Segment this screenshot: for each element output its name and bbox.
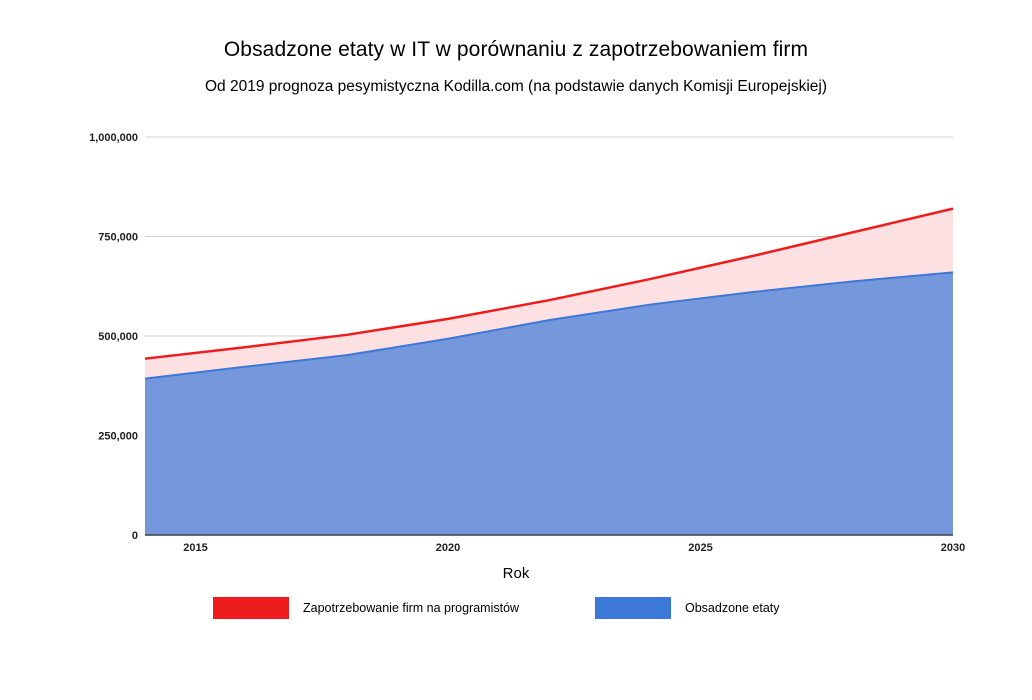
y-tick-label: 0 xyxy=(132,530,138,542)
x-tick-label: 2020 xyxy=(436,542,460,554)
legend-item-demand: Zapotrzebowanie firm na programistów xyxy=(213,596,519,620)
x-tick-label: 2025 xyxy=(688,542,712,554)
demand-gap-area xyxy=(145,208,953,379)
filled-positions-area xyxy=(145,272,953,535)
y-tick-label: 250,000 xyxy=(98,431,138,443)
x-axis-label: Rok xyxy=(502,565,530,582)
y-tick-label: 500,000 xyxy=(98,331,138,343)
legend-label-demand: Zapotrzebowanie firm na programistów xyxy=(303,601,520,615)
y-tick-label: 750,000 xyxy=(98,232,138,244)
legend-label-filled: Obsadzone etaty xyxy=(685,601,780,615)
legend-swatch-demand xyxy=(213,597,289,619)
demand-line xyxy=(144,207,954,360)
chart-subtitle: Od 2019 prognoza pesymistyczna Kodilla.c… xyxy=(204,78,828,95)
legend-swatch-filled xyxy=(595,597,671,619)
y-tick-label: 1,000,000 xyxy=(89,132,138,144)
legend-item-filled: Obsadzone etaty xyxy=(595,596,780,620)
filled-positions-line xyxy=(144,271,954,380)
chart-title: Obsadzone etaty w IT w porównaniu z zapo… xyxy=(223,38,809,61)
x-tick-label: 2015 xyxy=(183,542,207,554)
x-tick-label: 2030 xyxy=(941,542,965,554)
